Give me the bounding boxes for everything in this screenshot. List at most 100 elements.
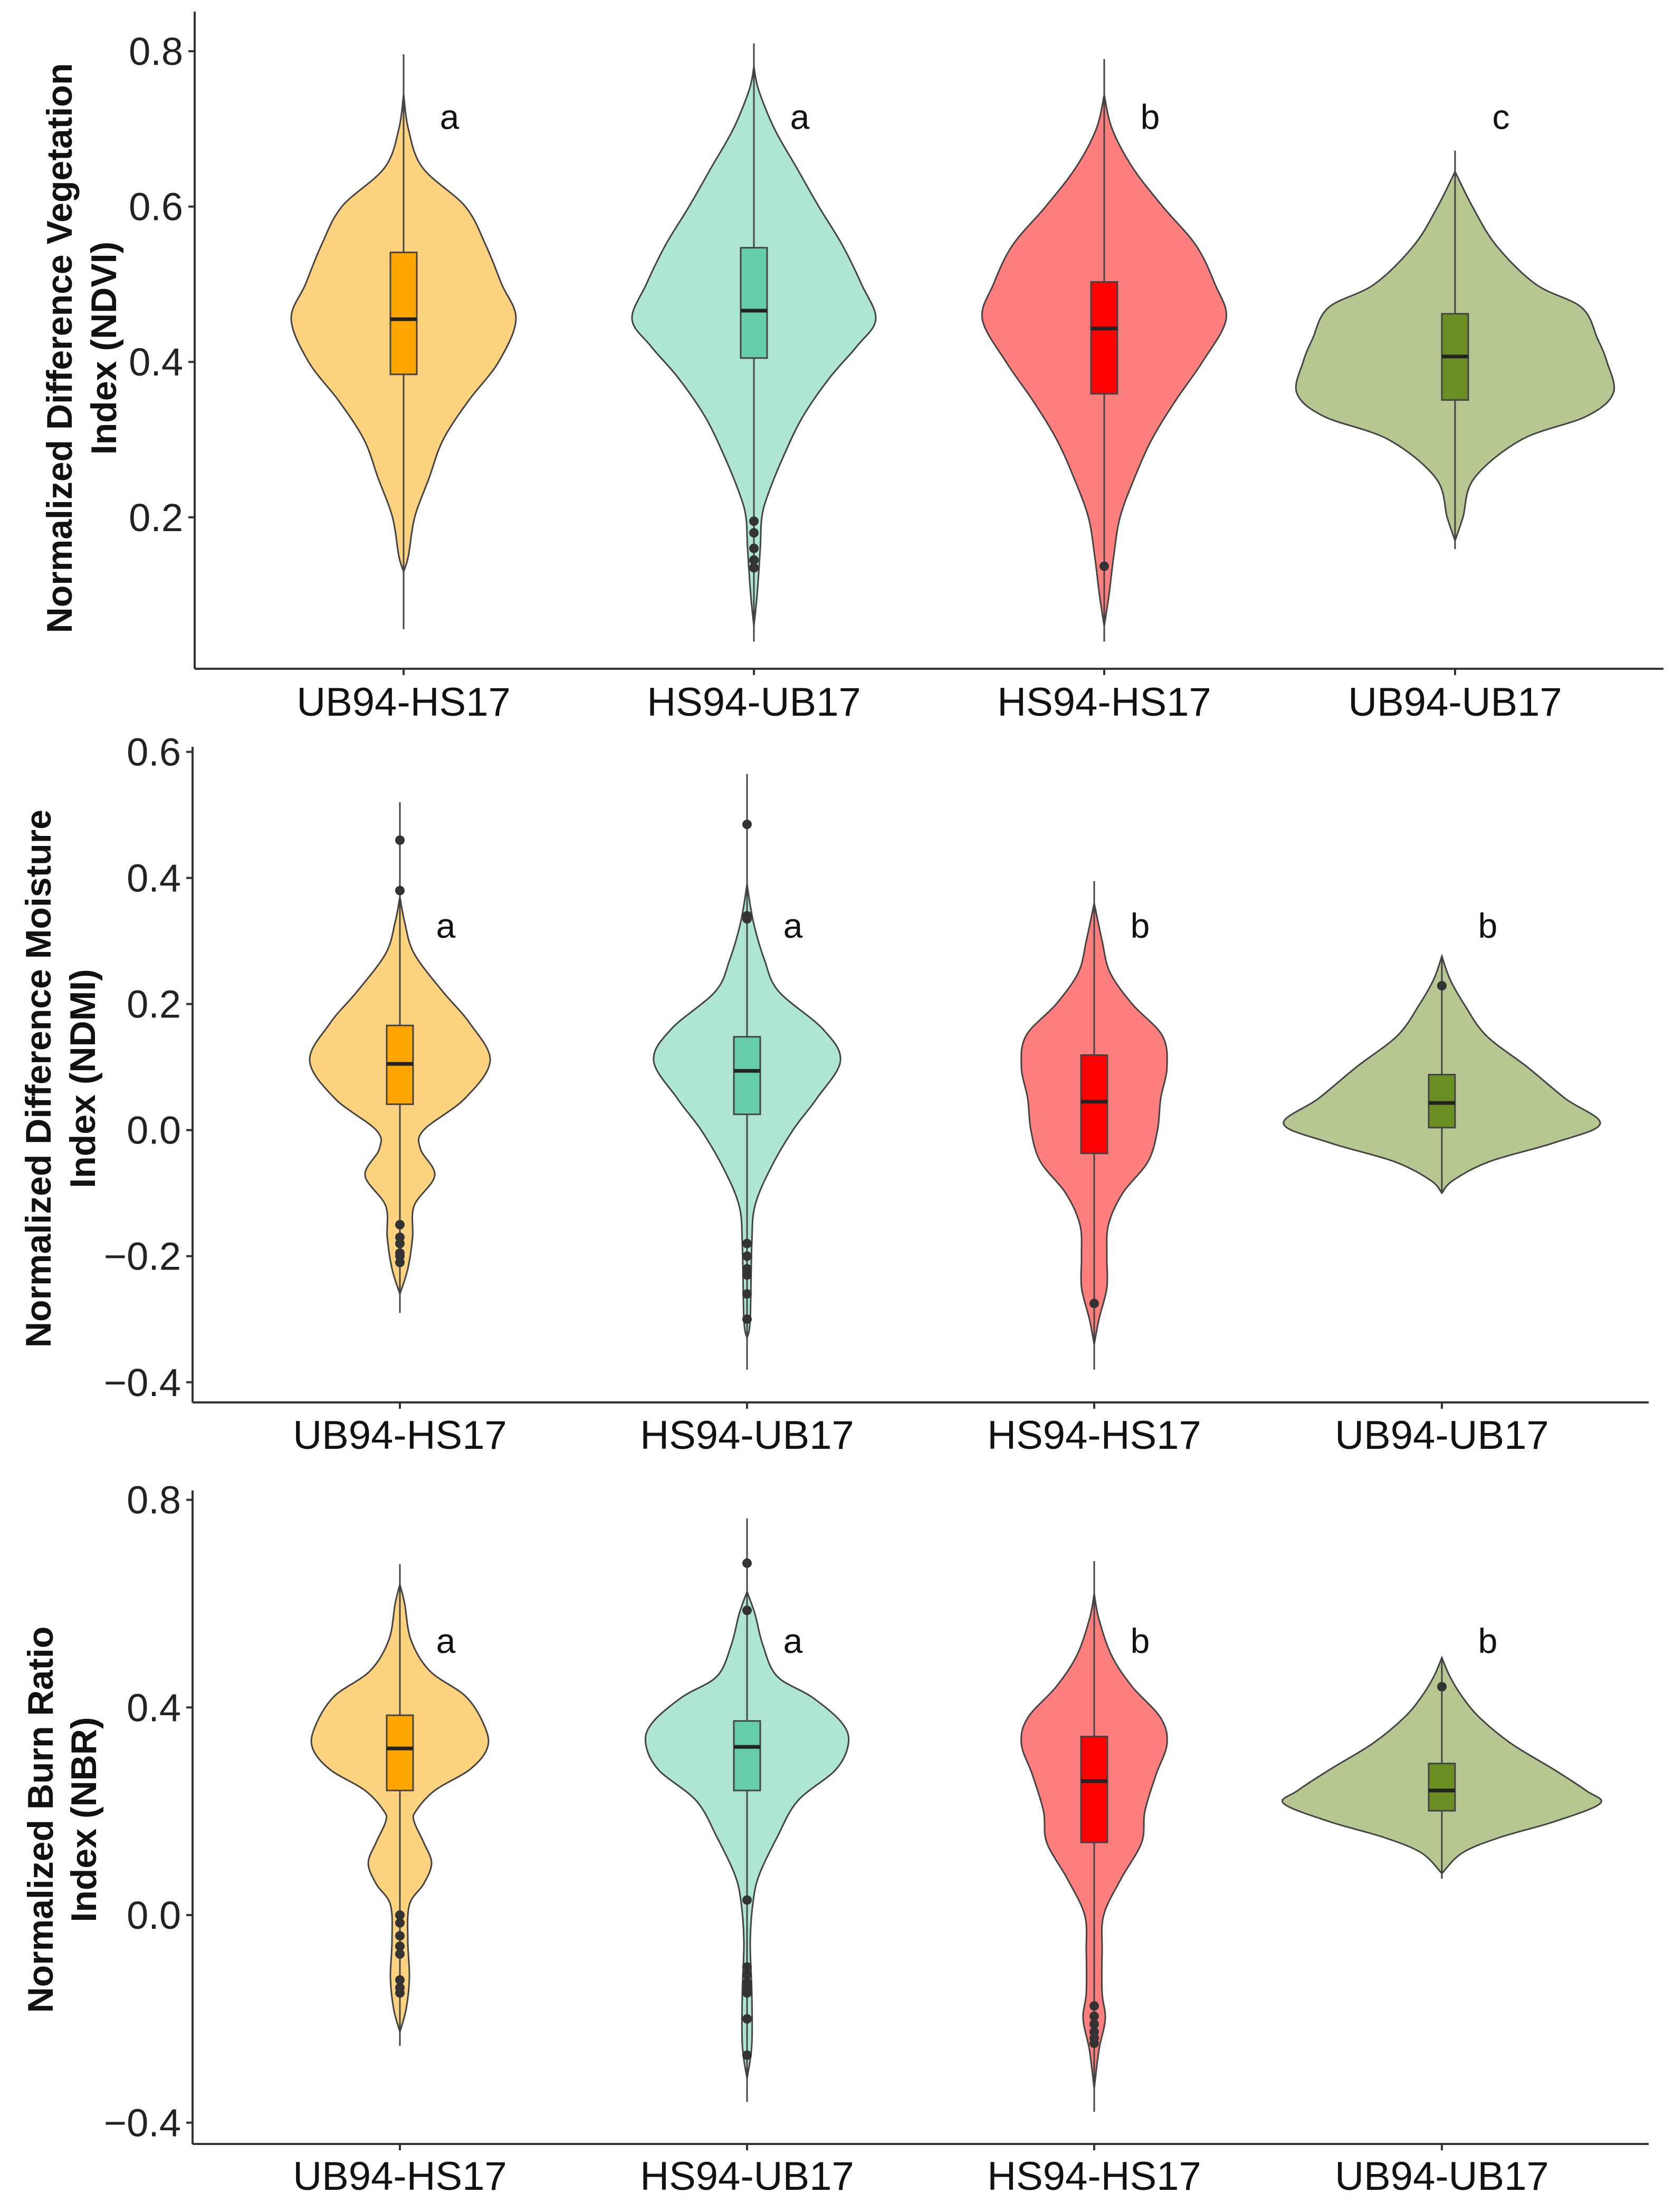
significance-letter: c xyxy=(1493,97,1510,136)
outlier-point xyxy=(1099,561,1109,571)
significance-letter: b xyxy=(1478,906,1498,945)
significance-letter: a xyxy=(436,1621,456,1660)
x-tick-label: HS94-HS17 xyxy=(987,1413,1201,1458)
y-tick-label: 0.2 xyxy=(127,983,181,1026)
y-tick-label: 0.4 xyxy=(129,340,183,384)
panel-2: −0.4 −0.2 0.0 0.2 0.4 0.6 Normalized Differenc… xyxy=(18,730,1649,1458)
box-iqr xyxy=(1080,1735,1108,1843)
outlier-point xyxy=(395,1910,405,1920)
outlier-point xyxy=(1437,1681,1447,1691)
outlier-point xyxy=(742,820,752,830)
y-tick-label: 0.4 xyxy=(127,1686,181,1729)
x-tick-label: UB94-HS17 xyxy=(293,2154,507,2199)
y-axis-title-line: Index (NBR) xyxy=(64,1717,104,1922)
outlier-point xyxy=(395,1975,405,1985)
x-tick-label: UB94-UB17 xyxy=(1335,2154,1549,2199)
y-tick-label: 0.0 xyxy=(127,1893,181,1937)
outlier-point xyxy=(742,1962,752,1972)
outlier-point xyxy=(395,1941,405,1951)
outlier-point xyxy=(1089,2011,1099,2021)
outlier-point xyxy=(749,563,759,573)
outlier-point xyxy=(395,835,405,845)
panel-3: −0.4 0.0 0.4 0.8 Normalized Burn Ratio Index … xyxy=(21,1478,1649,2199)
box-iqr xyxy=(1428,1763,1456,1812)
violin-group-ub94-hs17: a xyxy=(290,54,517,629)
violin-group-ub94-ub17: b xyxy=(1283,906,1601,1195)
outlier-point xyxy=(742,1314,752,1324)
y-axis-title-line: Index (NDMI) xyxy=(63,969,103,1188)
violin-group-hs94-ub17: a xyxy=(653,774,841,1370)
box-iqr xyxy=(1428,1074,1456,1129)
outlier-point xyxy=(742,1251,752,1261)
x-tick-label: HS94-UB17 xyxy=(647,680,861,725)
violin-group-ub94-hs17: a xyxy=(310,1564,490,2046)
significance-letter: b xyxy=(1131,906,1150,945)
y-tick-label: 0.0 xyxy=(127,1109,181,1152)
significance-letter: a xyxy=(440,97,460,136)
y-tick-label: 0.6 xyxy=(129,185,183,229)
violin-group-ub94-ub17: c xyxy=(1295,97,1615,550)
outlier-point xyxy=(749,543,759,553)
outlier-point xyxy=(1437,980,1447,990)
outlier-point xyxy=(742,1605,752,1615)
box-iqr xyxy=(389,252,418,376)
panel-1: 0.2 0.4 0.6 0.8 Normalized Difference Vegeta… xyxy=(40,12,1663,725)
outlier-point xyxy=(395,1949,405,1959)
significance-letter: a xyxy=(436,906,456,945)
box-iqr xyxy=(1090,281,1118,395)
y-tick-label: −0.2 xyxy=(104,1235,181,1278)
outlier-point xyxy=(742,2014,752,2024)
y-tick-label: −0.4 xyxy=(104,1361,181,1405)
significance-letter: a xyxy=(790,97,810,136)
outlier-point xyxy=(1089,2019,1099,2029)
outlier-point xyxy=(395,1988,405,1998)
outlier-point xyxy=(749,555,759,565)
x-tick-label: HS94-UB17 xyxy=(640,1413,854,1458)
violin-group-hs94-hs17: b xyxy=(1020,881,1168,1370)
outlier-point xyxy=(1089,2038,1099,2048)
outlier-point xyxy=(395,1931,405,1941)
outlier-point xyxy=(742,1988,752,1998)
y-tick-label: 0.6 xyxy=(127,730,181,774)
y-tick-label: −0.4 xyxy=(104,2101,181,2145)
violin-group-hs94-ub17: a xyxy=(644,1518,850,2102)
outlier-point xyxy=(742,914,752,924)
significance-letter: b xyxy=(1141,97,1160,136)
y-axis-title-line: Normalized Difference Vegetation xyxy=(40,63,80,633)
violin-group-hs94-ub17: a xyxy=(631,43,877,642)
box-iqr xyxy=(740,247,768,359)
outlier-point xyxy=(749,528,759,538)
x-tick-label: HS94-UB17 xyxy=(640,2154,854,2199)
outlier-point xyxy=(749,516,759,526)
outlier-point xyxy=(395,1918,405,1928)
x-tick-label: UB94-HS17 xyxy=(293,1413,507,1458)
x-tick-label: HS94-HS17 xyxy=(997,680,1211,725)
y-axis-title-line: Index (NDVI) xyxy=(84,242,124,455)
x-tick-label: UB94-UB17 xyxy=(1335,1413,1549,1458)
significance-letter: b xyxy=(1478,1621,1498,1660)
y-tick-label: 0.4 xyxy=(127,857,181,900)
outlier-point xyxy=(742,2050,752,2060)
box-iqr xyxy=(1080,1054,1108,1155)
y-tick-label: 0.2 xyxy=(129,496,183,540)
significance-letter: a xyxy=(783,1621,803,1660)
box-iqr xyxy=(386,1714,414,1792)
violin-group-hs94-hs17: b xyxy=(981,59,1228,642)
outlier-point xyxy=(742,1238,752,1248)
violin-group-hs94-hs17: b xyxy=(1020,1561,1168,2112)
violin-group-ub94-hs17: a xyxy=(309,802,491,1313)
y-axis-title-line: Normalized Burn Ratio xyxy=(21,1627,61,2013)
y-tick-label: 0.8 xyxy=(127,1478,181,1522)
significance-letter: a xyxy=(783,906,803,945)
y-axis-title-line: Normalized Difference Moisture xyxy=(18,810,59,1348)
box-iqr xyxy=(733,1720,761,1792)
outlier-point xyxy=(395,1238,405,1248)
outlier-point xyxy=(1089,2001,1099,2011)
outlier-point xyxy=(742,1970,752,1980)
x-tick-label: UB94-UB17 xyxy=(1348,680,1562,725)
outlier-point xyxy=(395,886,405,896)
outlier-point xyxy=(742,1289,752,1299)
outlier-point xyxy=(742,1895,752,1905)
outlier-point xyxy=(395,1219,405,1229)
